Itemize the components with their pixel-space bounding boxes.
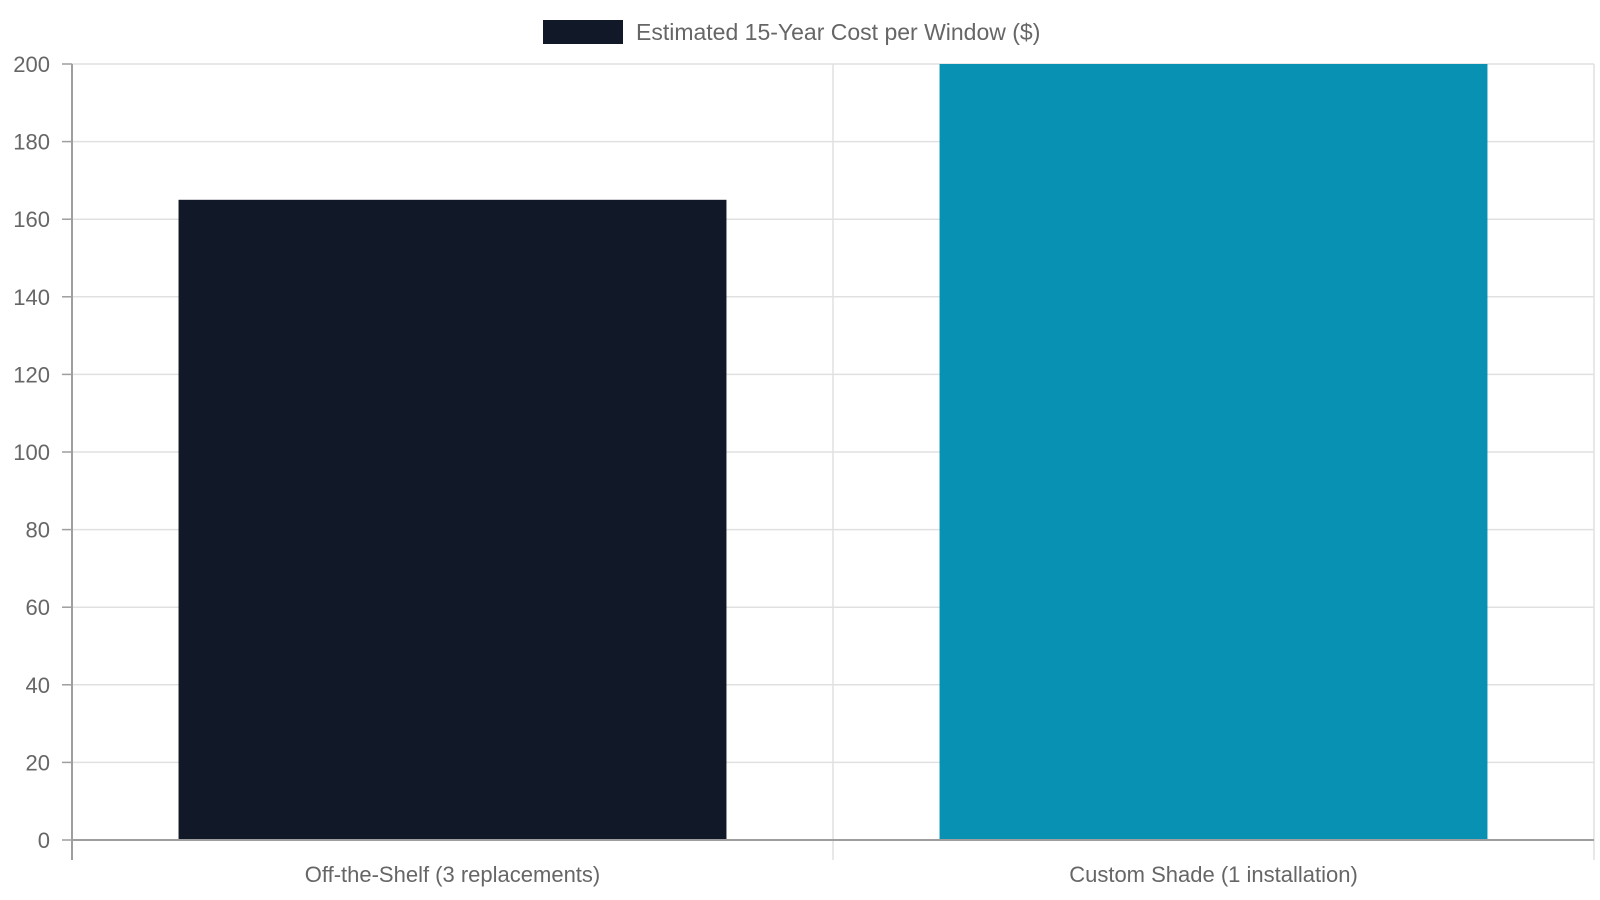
y-tick-label: 20 xyxy=(26,750,50,775)
legend-label[interactable]: Estimated 15-Year Cost per Window ($) xyxy=(636,19,1040,45)
legend-swatch[interactable] xyxy=(543,20,623,44)
bar-custom-shade[interactable] xyxy=(939,64,1488,840)
x-tick-label: Custom Shade (1 installation) xyxy=(1069,862,1358,887)
y-tick-label: 100 xyxy=(13,440,50,465)
y-tick-label: 40 xyxy=(26,673,50,698)
x-tick-label: Off-the-Shelf (3 replacements) xyxy=(305,862,601,887)
y-axis-tick-labels: 0 20 40 60 80 100 120 140 160 180 200 xyxy=(13,52,50,853)
y-tick-label: 140 xyxy=(13,285,50,310)
y-tick-label: 0 xyxy=(38,828,50,853)
legend[interactable]: Estimated 15-Year Cost per Window ($) xyxy=(543,19,1040,45)
y-tick-label: 60 xyxy=(26,595,50,620)
y-tick-label: 180 xyxy=(13,130,50,155)
axes xyxy=(62,63,1594,860)
y-tick-label: 120 xyxy=(13,362,50,387)
x-axis-tick-labels: Off-the-Shelf (3 replacements) Custom Sha… xyxy=(305,862,1358,887)
bar-off-the-shelf[interactable] xyxy=(178,199,727,841)
y-tick-label: 160 xyxy=(13,207,50,232)
y-tick-label: 80 xyxy=(26,518,50,543)
y-tick-label: 200 xyxy=(13,52,50,77)
bars xyxy=(178,64,1488,841)
